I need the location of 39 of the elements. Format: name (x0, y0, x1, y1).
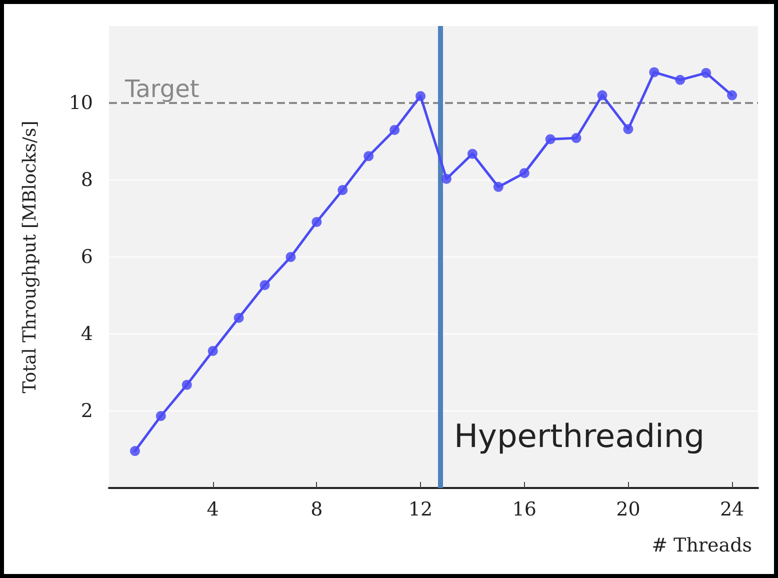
y-tick-label: 8 (80, 169, 93, 191)
ref-line-label: Hyperthreading (454, 417, 705, 455)
point (441, 174, 452, 184)
y-tick-label: 2 (80, 400, 93, 422)
point (364, 151, 374, 162)
point (312, 216, 322, 227)
point (727, 90, 738, 100)
point (416, 91, 426, 102)
x-tick-label: 20 (616, 498, 640, 520)
x-tick-label: 16 (512, 498, 536, 520)
point (286, 252, 296, 262)
point (623, 124, 634, 134)
y-tick-label: 6 (80, 246, 93, 268)
y-tick-label: 4 (80, 323, 93, 345)
ref-line-label: Target (124, 75, 200, 103)
point (571, 133, 582, 144)
x-tick-label: 4 (206, 498, 219, 520)
point (675, 74, 686, 85)
x-axis-title: # Threads (652, 534, 752, 556)
y-tick-label: 10 (68, 92, 93, 114)
point (467, 148, 478, 159)
x-tick-label: 8 (310, 498, 323, 520)
point (649, 67, 660, 78)
point (338, 185, 348, 196)
point (701, 68, 712, 78)
point (597, 90, 608, 100)
point (390, 124, 400, 135)
point (493, 182, 504, 192)
point (545, 134, 556, 144)
y-axis-title: Total Throughput [MBlocks/s] (20, 120, 40, 394)
point (130, 446, 140, 456)
x-tick-label: 24 (720, 498, 744, 520)
x-tick-label: 12 (408, 498, 433, 520)
point (234, 312, 244, 323)
point (208, 346, 218, 356)
point (260, 280, 270, 290)
point (519, 168, 530, 178)
point (156, 411, 166, 421)
point (182, 380, 192, 390)
